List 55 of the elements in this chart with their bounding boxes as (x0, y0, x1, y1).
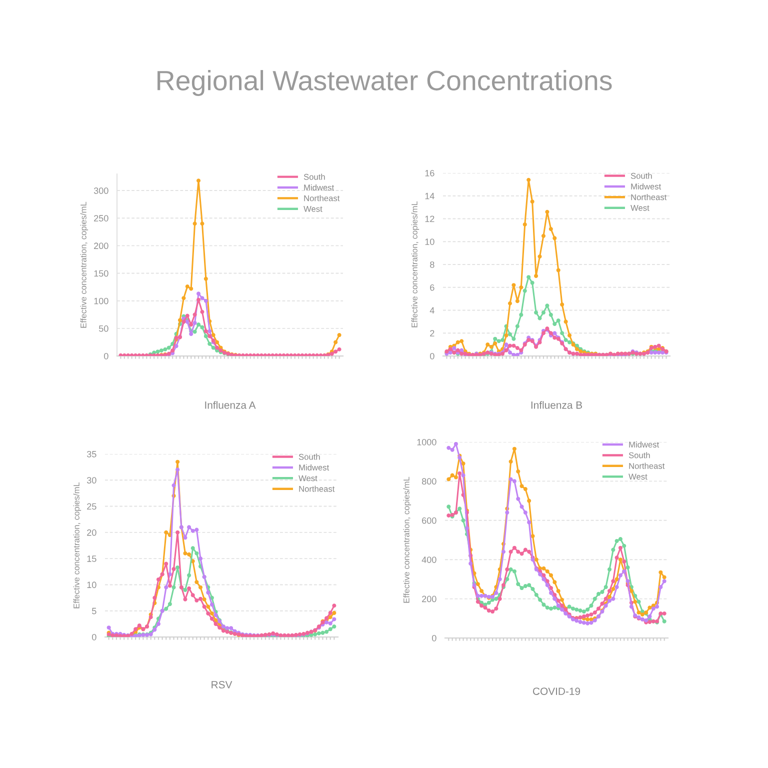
y-tick-label: 12 (425, 216, 434, 222)
legend-label: West (630, 205, 650, 211)
legend-label: West (304, 206, 322, 212)
y-tick-label: 30 (86, 477, 96, 484)
y-tick-label: 2 (430, 330, 434, 336)
legend-label: West (298, 475, 318, 482)
y-tick-label: 35 (86, 450, 96, 458)
legend-label: South (630, 172, 652, 179)
y-tick-label: 200 (94, 242, 108, 250)
x-axis-title: Influenza A (205, 401, 256, 409)
y-tick-label: 14 (425, 192, 434, 200)
y-tick-label: 6 (430, 284, 434, 291)
legend-label: Northeast (304, 195, 340, 202)
y-tick-label: 16 (425, 170, 434, 176)
y-tick-label: 150 (94, 270, 108, 277)
x-axis-title: Influenza B (531, 401, 582, 409)
legend-label: Northeast (299, 486, 335, 492)
legend-label: Northeast (629, 462, 665, 469)
y-tick-label: 800 (422, 478, 436, 485)
y-tick-label: 0 (92, 634, 96, 640)
y-tick-label: 8 (430, 261, 434, 268)
legend-label: South (304, 174, 325, 180)
y-tick-label: 10 (87, 582, 96, 588)
chart-title: Regional Wastewater Concentrations (158, 70, 612, 96)
legend-label: Midwest (299, 464, 330, 470)
y-tick-label: 50 (98, 325, 108, 332)
legend-label: South (298, 454, 320, 460)
y-tick-label: 300 (94, 188, 108, 194)
y-tick-label: 20 (87, 529, 96, 536)
y-tick-label: 600 (422, 517, 436, 524)
legend-label: Northeast (631, 194, 667, 200)
legend-label: West (628, 474, 648, 480)
y-axis-title: Effective concentration, copies/mL (73, 482, 82, 608)
y-axis-title: Effective concentration, copies/mL (411, 201, 420, 328)
legend-label: Midwest (631, 183, 662, 190)
y-axis-title: Effective concentration, copies/mL (80, 202, 88, 328)
y-tick-label: 100 (94, 298, 108, 304)
y-tick-label: 400 (422, 556, 436, 563)
legend-label: Midwest (629, 441, 660, 448)
legend-label: Midwest (304, 184, 334, 190)
legend-label: South (628, 452, 650, 458)
y-tick-label: 0 (432, 634, 436, 642)
y-tick-label: 250 (94, 215, 108, 222)
y-tick-label: 0 (104, 352, 108, 360)
y-axis-title: Effective concentration, copies/mL (403, 476, 412, 603)
y-tick-label: 25 (87, 503, 96, 510)
y-tick-label: 10 (425, 238, 434, 245)
y-tick-label: 1000 (417, 438, 436, 446)
y-tick-label: 15 (87, 556, 96, 562)
x-axis-title: COVID-19 (533, 688, 580, 695)
y-tick-label: 4 (430, 307, 434, 314)
x-axis-title: RSV (212, 681, 232, 688)
y-tick-label: 200 (422, 596, 436, 602)
y-tick-label: 0 (430, 352, 434, 360)
y-tick-label: 5 (92, 608, 96, 614)
